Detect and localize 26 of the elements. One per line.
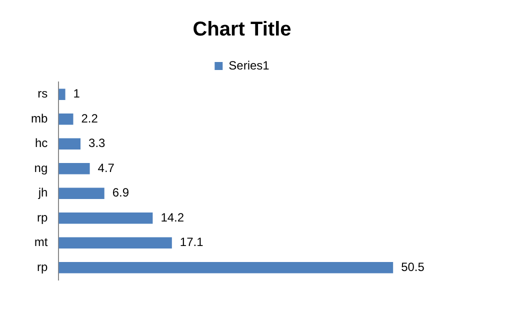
bar — [58, 188, 104, 199]
bar — [58, 163, 90, 174]
bar — [58, 88, 66, 100]
data-label: 1 — [73, 86, 80, 101]
data-label: 6.9 — [112, 186, 130, 200]
y-tick-label: mb — [31, 111, 48, 126]
bar — [58, 114, 74, 125]
y-tick-label: rp — [37, 210, 48, 224]
data-label: 2.2 — [81, 111, 98, 126]
y-tick-label: hc — [34, 136, 48, 150]
y-tick-label: rp — [37, 260, 48, 274]
y-tick-label: jh — [37, 186, 48, 200]
y-tick-label: ng — [34, 160, 48, 175]
chart-title: Chart Title — [192, 18, 292, 41]
bar — [58, 138, 81, 150]
data-label: 3.3 — [88, 136, 106, 150]
data-label: 14.2 — [160, 210, 184, 224]
bar — [58, 262, 394, 274]
y-tick-label: mt — [34, 235, 48, 250]
data-label: 17.1 — [180, 235, 204, 250]
legend-label: Series1 — [228, 58, 270, 72]
data-label: 4.7 — [98, 160, 115, 175]
bar — [58, 212, 153, 224]
bar — [58, 237, 172, 248]
data-label: 50.5 — [401, 260, 425, 274]
y-tick-label: rs — [38, 86, 48, 101]
